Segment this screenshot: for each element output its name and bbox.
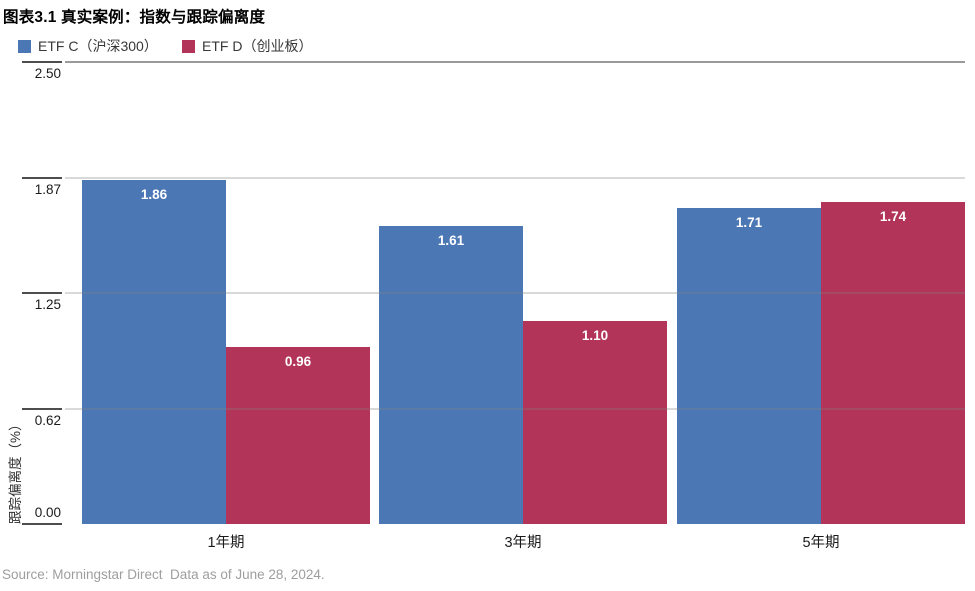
bar-value-label: 1.61 — [437, 233, 465, 249]
bar-series0-5年期: 1.71 — [677, 207, 821, 524]
bar-value-label: 1.86 — [140, 187, 168, 203]
chart-legend: ETF C（沪深300） ETF D（创业板） — [0, 36, 975, 54]
y-tick-mark — [22, 61, 62, 63]
bar-value-label: 1.74 — [879, 209, 907, 225]
gridline — [65, 177, 965, 180]
x-axis-label-3年期: 3年期 — [504, 535, 542, 551]
legend-swatch-etf-c-icon — [18, 39, 31, 53]
page-title: 图表3.1 真实案例：指数与跟踪偏离度 — [3, 9, 266, 26]
y-tick-mark — [22, 292, 62, 294]
y-tick-label: 1.87 — [34, 182, 61, 198]
legend-swatch-etf-d-icon — [182, 39, 195, 53]
bar-value-label: 1.10 — [581, 327, 609, 343]
y-tick-label: 1.25 — [34, 297, 61, 312]
y-tick-mark — [22, 408, 62, 411]
gridline — [65, 292, 965, 294]
legend-label-etf-c: ETF C（沪深300） — [38, 38, 158, 54]
bar-value-label: 0.96 — [284, 353, 312, 369]
bar-series0-1年期: 1.86 — [82, 180, 226, 524]
plot-area: 1.86 1.61 1.71 0.96 1.10 1.74 — [65, 62, 965, 524]
y-tick-mark — [22, 177, 62, 180]
bar-series1-5年期: 1.74 — [821, 202, 965, 524]
legend-label-etf-d: ETF D（创业板） — [202, 38, 313, 54]
legend-item-etf-d: ETF D（创业板） — [182, 36, 312, 56]
source-note: Source: Morningstar Direct Data as of Ju… — [2, 567, 325, 582]
bar-series0-3年期: 1.61 — [379, 226, 523, 524]
y-axis-title: 跟踪偏离度（%） — [8, 417, 23, 524]
gridline — [65, 408, 965, 411]
bar-series1-3年期: 1.10 — [523, 320, 667, 524]
y-tick-label: 0.62 — [34, 413, 61, 429]
bar-value-label: 1.71 — [735, 214, 763, 230]
x-axis-label-5年期: 5年期 — [802, 535, 840, 551]
y-tick-mark — [22, 523, 62, 525]
legend-item-etf-c: ETF C（沪深300） — [18, 36, 158, 56]
bar-series1-1年期: 0.96 — [226, 346, 370, 524]
plot-top-border — [65, 61, 965, 63]
x-axis-label-1年期: 1年期 — [207, 535, 245, 551]
y-tick-label: 0.00 — [34, 505, 61, 520]
y-tick-label: 2.50 — [34, 66, 61, 81]
